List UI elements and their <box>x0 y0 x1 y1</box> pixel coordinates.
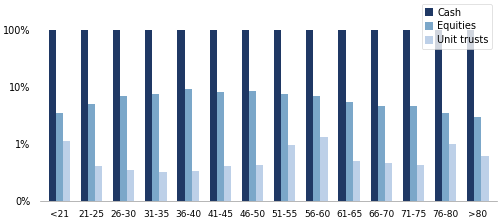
Bar <box>417 165 424 222</box>
Bar <box>128 170 134 222</box>
Bar <box>95 166 102 222</box>
Bar <box>449 144 456 222</box>
Bar <box>210 30 217 222</box>
Bar <box>370 30 378 222</box>
Bar <box>48 30 56 222</box>
Bar <box>242 30 249 222</box>
Bar <box>224 166 231 222</box>
Bar <box>338 30 345 222</box>
Bar <box>385 163 392 222</box>
Bar <box>256 165 263 222</box>
Bar <box>474 117 482 222</box>
Bar <box>482 156 488 222</box>
Legend: Cash, Equities, Unit trusts: Cash, Equities, Unit trusts <box>422 4 492 49</box>
Bar <box>113 30 120 222</box>
Bar <box>120 96 128 222</box>
Bar <box>314 96 320 222</box>
Bar <box>352 161 360 222</box>
Bar <box>178 30 184 222</box>
Bar <box>249 91 256 222</box>
Bar <box>160 172 166 222</box>
Bar <box>88 104 95 222</box>
Bar <box>378 107 385 222</box>
Bar <box>288 145 296 222</box>
Bar <box>442 113 449 222</box>
Bar <box>146 30 152 222</box>
Bar <box>56 113 63 222</box>
Bar <box>468 30 474 222</box>
Bar <box>192 171 198 222</box>
Bar <box>274 30 281 222</box>
Bar <box>81 30 88 222</box>
Bar <box>281 94 288 222</box>
Bar <box>217 92 224 222</box>
Bar <box>403 30 410 222</box>
Bar <box>320 137 328 222</box>
Bar <box>63 141 70 222</box>
Bar <box>306 30 314 222</box>
Bar <box>184 89 192 222</box>
Bar <box>152 94 160 222</box>
Bar <box>346 101 352 222</box>
Bar <box>435 30 442 222</box>
Bar <box>410 107 417 222</box>
